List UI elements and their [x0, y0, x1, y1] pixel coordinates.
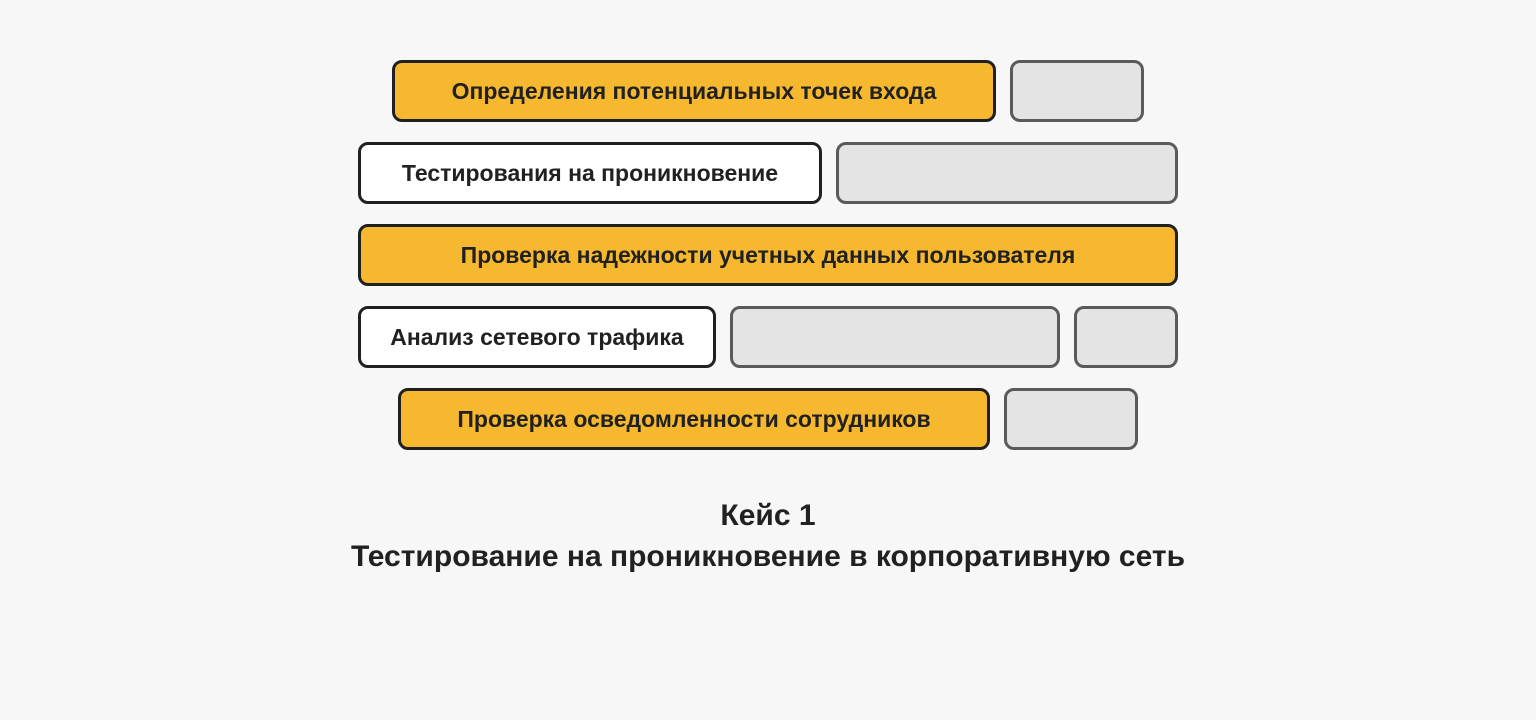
placeholder-block	[836, 142, 1178, 204]
labeled-block: Анализ сетевого трафика	[358, 306, 716, 368]
diagram-row: Проверка надежности учетных данных польз…	[358, 224, 1178, 286]
labeled-block: Определения потенциальных точек входа	[392, 60, 996, 122]
labeled-block: Проверка надежности учетных данных польз…	[358, 224, 1178, 286]
placeholder-block	[1010, 60, 1144, 122]
caption-line1: Кейс 1	[351, 496, 1185, 537]
labeled-block: Проверка осведомленности сотрудников	[398, 388, 990, 450]
caption: Кейс 1 Тестирование на проникновение в к…	[351, 496, 1185, 577]
placeholder-block	[1074, 306, 1178, 368]
labeled-block: Тестирования на проникновение	[358, 142, 822, 204]
diagram-row: Определения потенциальных точек входа	[358, 60, 1178, 122]
diagram-row: Анализ сетевого трафика	[358, 306, 1178, 368]
placeholder-block	[1004, 388, 1138, 450]
diagram-row: Тестирования на проникновение	[358, 142, 1178, 204]
diagram-row: Проверка осведомленности сотрудников	[358, 388, 1178, 450]
diagram-rows: Определения потенциальных точек входа Тес…	[358, 60, 1178, 450]
placeholder-block	[730, 306, 1060, 368]
caption-line2: Тестирование на проникновение в корпорат…	[351, 537, 1185, 578]
